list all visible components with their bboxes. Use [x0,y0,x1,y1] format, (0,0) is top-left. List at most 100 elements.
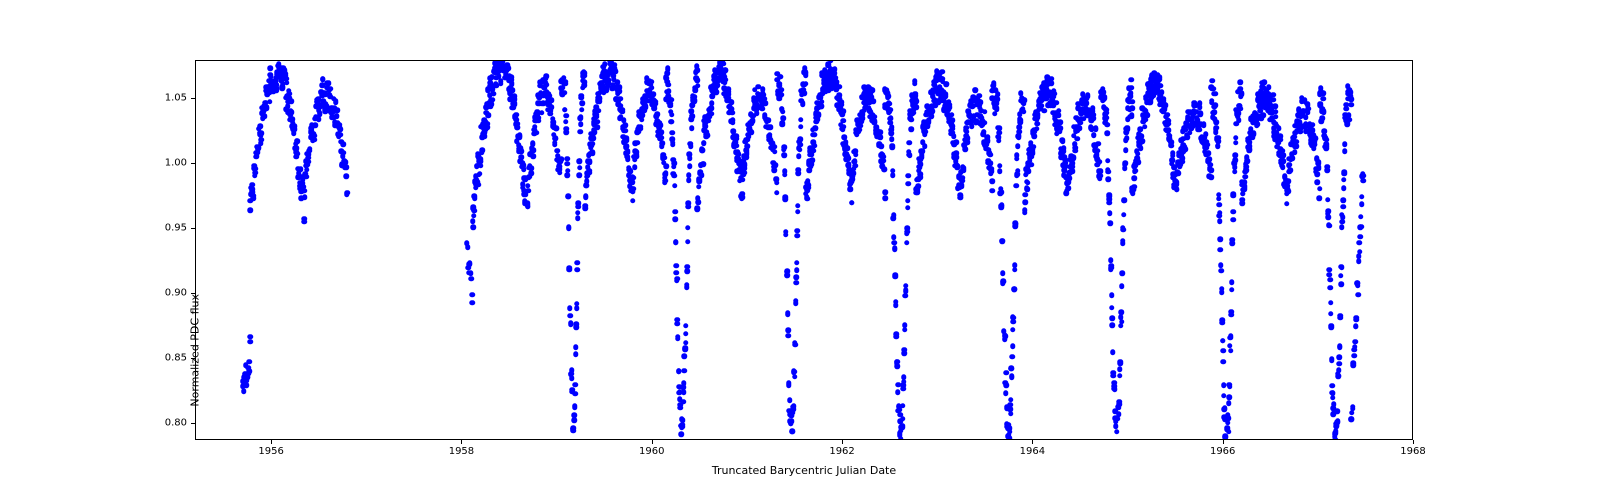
data-point [1350,404,1356,410]
data-point [906,181,912,187]
data-point [344,165,350,171]
data-point [811,148,817,154]
data-point [1012,262,1018,268]
data-point [1239,91,1245,97]
data-point [953,139,959,145]
data-point [531,153,537,159]
data-point [745,144,751,150]
data-point [893,299,899,305]
data-point [918,162,924,168]
data-point [571,418,577,424]
data-point [471,213,477,219]
data-point [337,126,343,132]
data-point [631,175,637,181]
data-point [796,170,802,176]
data-point [1324,137,1330,143]
xtick-mark [842,440,843,444]
data-point [1117,367,1123,373]
data-point [832,67,838,73]
data-point [1342,141,1348,147]
data-point [312,137,318,143]
data-point [562,107,568,113]
data-point [302,188,308,194]
data-point [907,152,913,158]
data-point [783,196,789,202]
data-point [1109,305,1115,311]
data-point [890,143,896,149]
data-point [1335,419,1341,425]
data-point [870,98,876,104]
data-point [1223,434,1229,440]
ytick-label: 0.90 [165,287,187,298]
data-point [905,205,911,211]
data-point [708,111,714,117]
data-point [903,283,909,289]
data-point [613,69,619,75]
data-point [479,150,485,156]
data-point [246,359,252,365]
data-point [1104,110,1110,116]
data-point [578,129,584,135]
data-point [549,98,555,104]
data-point [567,313,573,319]
data-point [553,126,559,132]
data-point [1231,191,1237,197]
data-point [301,216,307,222]
ytick-label: 1.05 [165,92,187,103]
data-point [1280,165,1286,171]
data-point [635,140,641,146]
data-point [680,399,686,405]
data-point [1340,204,1346,210]
data-point [1104,122,1110,128]
data-point [730,110,736,116]
data-point [632,164,638,170]
data-point [726,89,732,95]
data-point [1254,121,1260,127]
data-point [803,73,809,79]
data-point [1205,142,1211,148]
data-point [659,129,665,135]
data-point [1060,139,1066,145]
data-point [882,196,888,202]
data-point [259,131,265,137]
data-point [669,97,675,103]
data-point [740,194,746,200]
data-point [515,121,521,127]
data-point [904,240,910,246]
data-point [1121,212,1127,218]
data-point [565,168,571,174]
data-point [891,213,897,219]
data-point [929,109,935,115]
data-point [1216,196,1222,202]
data-point [287,91,293,97]
data-point [763,100,769,106]
data-point [852,163,858,169]
data-point [684,268,690,274]
data-point [1107,200,1113,206]
data-point [740,177,746,183]
data-point [940,69,946,75]
data-point [685,225,691,231]
data-point [1158,83,1164,89]
data-point [1168,143,1174,149]
data-point [1142,124,1148,130]
data-point [1260,113,1266,119]
data-point [514,112,520,118]
data-point [1131,184,1137,190]
data-point [530,141,536,147]
data-point [694,64,700,70]
data-point [687,152,693,158]
data-point [567,306,573,312]
data-point [894,331,900,337]
data-point [590,135,596,141]
data-point [1112,387,1118,393]
data-point [803,81,809,87]
data-point [578,114,584,120]
data-point [564,126,570,132]
ytick-mark [191,228,195,229]
data-point [681,390,687,396]
data-point [1218,268,1224,274]
data-point [1221,348,1227,354]
data-point [334,113,340,119]
data-point [343,173,349,179]
